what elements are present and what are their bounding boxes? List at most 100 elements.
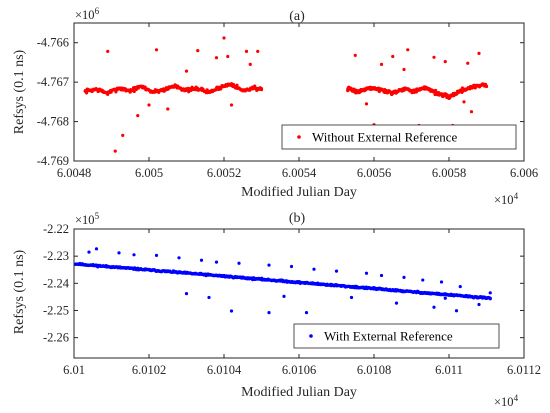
data-point	[121, 133, 125, 137]
data-point	[454, 309, 459, 313]
y-tick-label: -2.23	[43, 249, 69, 263]
data-point	[267, 311, 271, 315]
panel-b-xlabel: Modified Julian Day	[241, 385, 357, 400]
x-tick-label: 6.0108	[357, 363, 391, 377]
data-point	[346, 87, 350, 91]
data-point	[154, 253, 159, 257]
data-point	[83, 89, 87, 93]
y-tick-label: -4.769	[37, 154, 69, 168]
data-point	[282, 294, 286, 298]
data-point	[203, 272, 207, 276]
data-point	[162, 88, 166, 92]
x-tick-label: 6.0106	[282, 363, 316, 377]
y-tick-label: -2.22	[43, 222, 69, 236]
data-point	[87, 250, 91, 254]
data-point	[132, 253, 136, 257]
data-point	[229, 103, 234, 107]
data-point	[424, 86, 429, 90]
panel-b-ticks	[73, 228, 525, 358]
data-point	[184, 292, 189, 296]
data-point	[409, 290, 414, 294]
data-point	[391, 54, 395, 59]
x-tick-label: 6.0054	[282, 166, 317, 180]
panel-b-x-multiplier: ×104	[494, 393, 519, 409]
data-point	[488, 291, 492, 295]
data-point	[469, 85, 474, 89]
panel-a-xlabel: Modified Julian Day	[241, 185, 357, 200]
data-point	[128, 266, 132, 270]
panel-b-legend: With External Reference	[293, 323, 500, 349]
data-point	[147, 103, 151, 107]
panel-a-ytick-labels: -4.769 -4.768 -4.767 -4.766	[37, 36, 69, 168]
data-point	[199, 258, 204, 262]
panel-b-ytick-labels: -2.26 -2.25 -2.24 -2.23 -2.22	[43, 222, 70, 345]
data-point	[458, 284, 462, 289]
data-point	[353, 284, 357, 288]
data-point	[237, 261, 241, 265]
data-point	[334, 269, 339, 273]
data-point	[109, 265, 114, 269]
x-tick-label: 6.0112	[507, 363, 541, 377]
data-point	[372, 286, 376, 290]
data-point	[402, 275, 406, 279]
data-point	[481, 82, 485, 87]
data-point	[466, 295, 470, 299]
panel-a-legend-label: Without External Reference	[312, 130, 458, 145]
data-point	[154, 48, 159, 52]
x-tick-label: 6.0104	[207, 363, 242, 377]
x-tick-label: 6.005	[135, 166, 163, 180]
data-point	[267, 263, 271, 267]
y-tick-label: -4.768	[37, 115, 69, 129]
data-point	[229, 309, 234, 313]
data-point	[139, 84, 144, 89]
data-point	[222, 273, 226, 278]
data-point	[91, 263, 95, 267]
data-point	[229, 82, 234, 86]
data-point	[439, 280, 444, 284]
data-point	[196, 49, 200, 53]
data-point	[151, 90, 155, 94]
data-point	[394, 301, 399, 305]
x-tick-label: 6.01	[63, 363, 85, 377]
data-point	[214, 260, 219, 264]
data-point	[357, 90, 361, 94]
data-point	[278, 278, 282, 282]
data-point	[235, 83, 239, 87]
panel-a-legend: Without External Reference	[281, 124, 517, 150]
data-point	[177, 256, 181, 260]
data-point	[184, 270, 189, 275]
x-tick-label: 6.0102	[132, 363, 166, 377]
data-point	[402, 86, 406, 91]
data-point	[413, 89, 417, 93]
panel-a-title: (a)	[289, 9, 305, 24]
data-point	[94, 87, 99, 91]
x-tick-label: 6.0048	[57, 166, 91, 180]
data-point	[391, 91, 395, 95]
panel-a-legend-box	[281, 124, 517, 150]
x-tick-label: 6.006	[510, 166, 538, 180]
data-point	[184, 69, 189, 73]
panel-b-legend-box	[293, 323, 500, 349]
data-point	[447, 293, 451, 297]
data-point	[421, 278, 425, 282]
data-point	[117, 251, 121, 255]
data-point	[226, 54, 230, 59]
data-point	[379, 88, 384, 92]
data-point	[443, 296, 447, 300]
data-point	[488, 296, 492, 300]
panel-b-xtick-labels: 6.01 6.0102 6.0104 6.0106 6.0108 6.011 6.0112	[63, 363, 541, 377]
data-point	[166, 269, 170, 273]
data-point	[252, 86, 256, 90]
panel-a-legend-marker	[297, 135, 301, 139]
data-point	[147, 267, 151, 272]
data-point	[434, 88, 438, 93]
y-tick-label: -2.25	[43, 303, 69, 317]
data-point	[132, 89, 136, 94]
panel-b-y-multiplier: ×105	[75, 211, 100, 227]
panel-a: (a) ×106 6.0048 6.005 6.0052 6.0054 6.0056 6.…	[12, 6, 538, 207]
data-point	[477, 51, 481, 55]
y-tick-label: -4.767	[37, 75, 69, 89]
data-point	[113, 149, 117, 153]
data-point	[117, 86, 121, 90]
data-point	[106, 49, 110, 53]
